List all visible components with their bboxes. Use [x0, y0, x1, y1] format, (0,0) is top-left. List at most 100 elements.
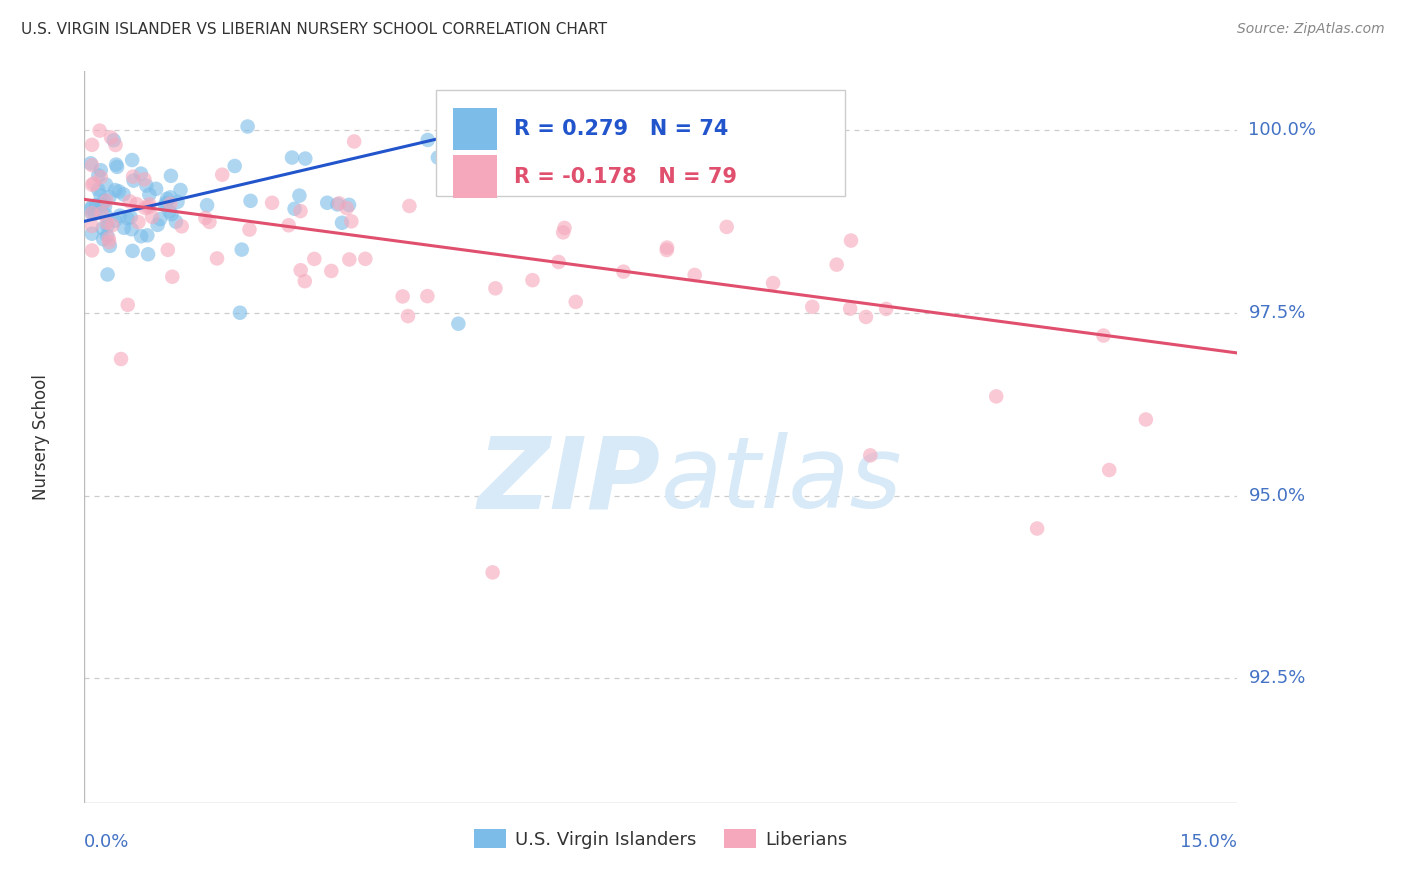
Point	[343, 135, 366, 149]
Point	[145, 182, 167, 196]
Point	[839, 234, 862, 248]
Point	[104, 183, 127, 197]
Point	[118, 194, 141, 209]
Point	[82, 200, 104, 214]
Point	[655, 241, 678, 255]
Point	[839, 301, 862, 316]
Point	[416, 289, 439, 303]
Point	[155, 196, 177, 211]
Point	[120, 210, 142, 224]
Point	[1026, 522, 1049, 536]
Text: U.S. VIRGIN ISLANDER VS LIBERIAN NURSERY SCHOOL CORRELATION CHART: U.S. VIRGIN ISLANDER VS LIBERIAN NURSERY…	[21, 22, 607, 37]
Point	[239, 194, 262, 208]
Point	[612, 265, 634, 279]
Point	[391, 289, 413, 303]
Legend: U.S. Virgin Islanders, Liberians: U.S. Virgin Islanders, Liberians	[474, 830, 848, 848]
Text: 15.0%: 15.0%	[1180, 833, 1237, 851]
Point	[141, 210, 163, 224]
Point	[146, 218, 169, 232]
Point	[84, 198, 107, 212]
Point	[97, 231, 120, 245]
Point	[138, 187, 160, 202]
Point	[80, 206, 103, 220]
Point	[205, 252, 228, 266]
Point	[117, 211, 139, 226]
Point	[80, 227, 103, 241]
Point	[83, 207, 105, 221]
Point	[136, 228, 159, 243]
Text: 95.0%: 95.0%	[1249, 487, 1306, 505]
Point	[125, 197, 148, 211]
Text: atlas: atlas	[661, 433, 903, 530]
Point	[294, 274, 316, 288]
Point	[716, 219, 738, 234]
Point	[104, 138, 127, 153]
Point	[564, 294, 586, 309]
Point	[290, 204, 312, 219]
Point	[328, 196, 350, 211]
Point	[169, 183, 191, 197]
Point	[160, 207, 183, 221]
Point	[194, 211, 217, 225]
Point	[229, 306, 252, 320]
Point	[121, 222, 143, 236]
Point	[80, 219, 103, 233]
Text: 0.0%: 0.0%	[84, 833, 129, 851]
Point	[138, 200, 160, 214]
Point	[484, 281, 506, 295]
Point	[284, 202, 307, 216]
Point	[160, 169, 183, 183]
Point	[986, 389, 1008, 403]
Text: R = -0.178   N = 79: R = -0.178 N = 79	[515, 167, 737, 186]
Point	[262, 195, 284, 210]
Point	[98, 235, 121, 249]
Point	[321, 264, 343, 278]
Point	[97, 219, 120, 233]
Point	[416, 133, 439, 147]
Point	[83, 177, 105, 191]
Point	[224, 159, 246, 173]
Text: 100.0%: 100.0%	[1249, 121, 1316, 139]
Point	[157, 204, 180, 219]
Point	[554, 221, 576, 235]
Point	[129, 229, 152, 244]
Point	[156, 192, 179, 206]
Point	[90, 206, 112, 220]
Point	[87, 169, 110, 183]
Point	[149, 212, 172, 227]
Point	[304, 252, 326, 266]
Point	[94, 178, 117, 192]
Point	[89, 123, 111, 137]
Point	[101, 218, 124, 232]
Text: Nursery School: Nursery School	[31, 374, 49, 500]
Point	[281, 151, 304, 165]
Point	[238, 222, 260, 236]
Point	[398, 199, 420, 213]
Point	[98, 239, 121, 253]
Point	[94, 200, 117, 214]
Bar	[453, 155, 498, 198]
Point	[96, 228, 118, 243]
Point	[156, 243, 179, 257]
Point	[159, 196, 181, 211]
Point	[79, 156, 101, 170]
Point	[129, 167, 152, 181]
Point	[100, 130, 122, 145]
Point	[1135, 412, 1157, 426]
Point	[127, 215, 149, 229]
Point	[447, 317, 470, 331]
Point	[683, 268, 706, 282]
Point	[138, 197, 160, 211]
Point	[121, 153, 143, 167]
Point	[165, 215, 187, 229]
Point	[80, 137, 103, 152]
Point	[105, 160, 128, 174]
Point	[336, 201, 359, 215]
Point	[166, 194, 188, 209]
Point	[340, 214, 363, 228]
Point	[330, 216, 353, 230]
Point	[103, 133, 125, 147]
Point	[105, 157, 128, 171]
Point	[162, 269, 184, 284]
Point	[134, 201, 156, 215]
